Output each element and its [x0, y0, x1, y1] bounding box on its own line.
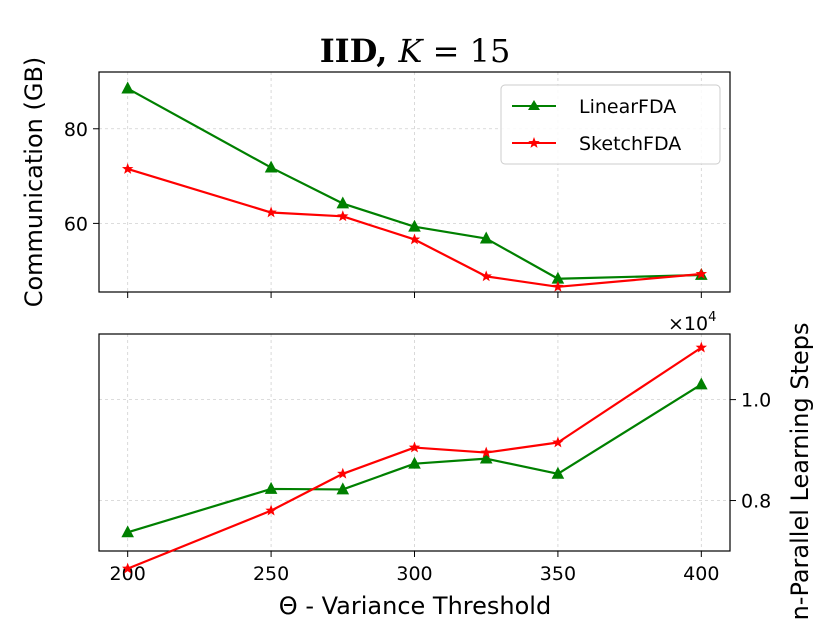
x-tick-label: 400 [683, 563, 719, 585]
bottom-axis-ticks: 200 250 300 350 400 0.8 1.0 [110, 390, 772, 585]
top-y-tick-label: 60 [64, 213, 88, 235]
top-point-sketchfda [408, 233, 421, 245]
bottom-point-sketchfda [121, 562, 134, 574]
legend-star-shape [528, 137, 540, 148]
legend-marker-sketchfda [528, 137, 540, 148]
bottom-point-sketchfda [337, 467, 349, 479]
top-point-linearfda [121, 81, 134, 94]
bottom-y-tick-label: 0.8 [741, 491, 771, 513]
bottom-y-tick-label: 1.0 [741, 390, 771, 412]
bottom-gridlines [99, 334, 730, 551]
bottom-point-linearfda [479, 451, 493, 464]
top-point-linearfda [336, 196, 350, 209]
bottom-point-sketchfda [552, 436, 564, 448]
legend: LinearFDA SketchFDA [500, 84, 721, 165]
bottom-point-linearfda [264, 481, 278, 494]
legend-label-linearfda: LinearFDA [579, 96, 676, 118]
top-y-tick-label: 80 [64, 119, 88, 141]
bottom-point-sketchfda [265, 504, 277, 516]
x-tick-label: 300 [396, 563, 432, 585]
top-point-sketchfda [265, 206, 277, 218]
x-axis-label: Θ - Variance Threshold [279, 592, 551, 620]
legend-marker-linearfda [528, 100, 540, 110]
bottom-point-linearfda [695, 377, 708, 390]
bottom-point-linearfda [336, 482, 350, 495]
bottom-point-sketchfda [480, 446, 492, 458]
chart-title: IID, K = 15 [320, 32, 511, 70]
bottom-point-linearfda [121, 525, 134, 538]
bottom-point-sketchfda [408, 441, 421, 453]
top-point-linearfda [479, 231, 493, 244]
bottom-point-sketchfda [695, 341, 708, 353]
top-point-sketchfda [695, 268, 708, 279]
top-axis-ticks: 60 80 [64, 119, 702, 298]
bottom-point-linearfda [551, 466, 565, 479]
x-tick-label: 250 [253, 563, 289, 585]
top-point-sketchfda [121, 162, 134, 174]
top-point-linearfda [551, 271, 565, 284]
top-series [121, 81, 708, 292]
y-offset-label: ×104 [668, 310, 716, 335]
bottom-series [121, 341, 708, 574]
top-point-sketchfda [337, 210, 349, 222]
top-point-linearfda [408, 219, 421, 232]
top-y-axis-label: Communication (GB) [20, 57, 48, 308]
legend-label-sketchfda: SketchFDA [579, 133, 681, 155]
legend-frame [500, 84, 721, 165]
x-tick-label: 350 [540, 563, 576, 585]
bottom-point-linearfda [408, 456, 421, 469]
top-point-sketchfda [480, 270, 492, 282]
top-point-linearfda [264, 160, 278, 173]
top-point-sketchfda [552, 280, 564, 292]
x-tick-label: 200 [110, 563, 146, 585]
bottom-y-axis-label: In-Parallel Learning Steps [786, 323, 814, 620]
